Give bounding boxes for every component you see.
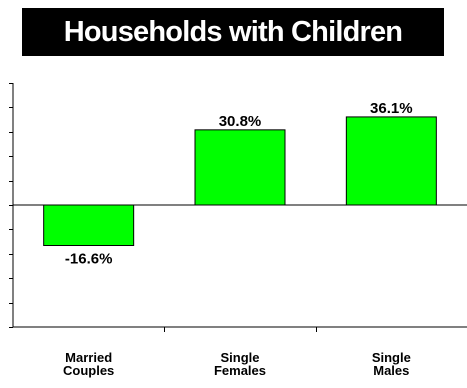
category-label-line: Married [65, 350, 113, 365]
chart-data-labels: -16.6% 30.8% 36.1% [65, 100, 413, 268]
data-label: 30.8% [219, 113, 262, 130]
category-label: Married Couples [39, 351, 139, 377]
category-label: Single Males [341, 351, 441, 377]
bar [194, 129, 286, 206]
chart-title: Households with Children [63, 15, 403, 48]
bar [345, 116, 437, 206]
title-banner: Households with Children [22, 8, 444, 56]
category-label-line: Couples [63, 363, 115, 378]
category-label-line: Females [213, 363, 267, 378]
data-label: 36.1% [370, 100, 413, 117]
category-label: Single Females [190, 351, 290, 377]
category-label-line: Males [373, 363, 410, 378]
category-label-line: Single [220, 350, 260, 365]
data-label: -16.6% [65, 251, 113, 268]
bar [43, 204, 135, 247]
category-label-line: Single [371, 350, 411, 365]
chart-bars [43, 116, 437, 247]
